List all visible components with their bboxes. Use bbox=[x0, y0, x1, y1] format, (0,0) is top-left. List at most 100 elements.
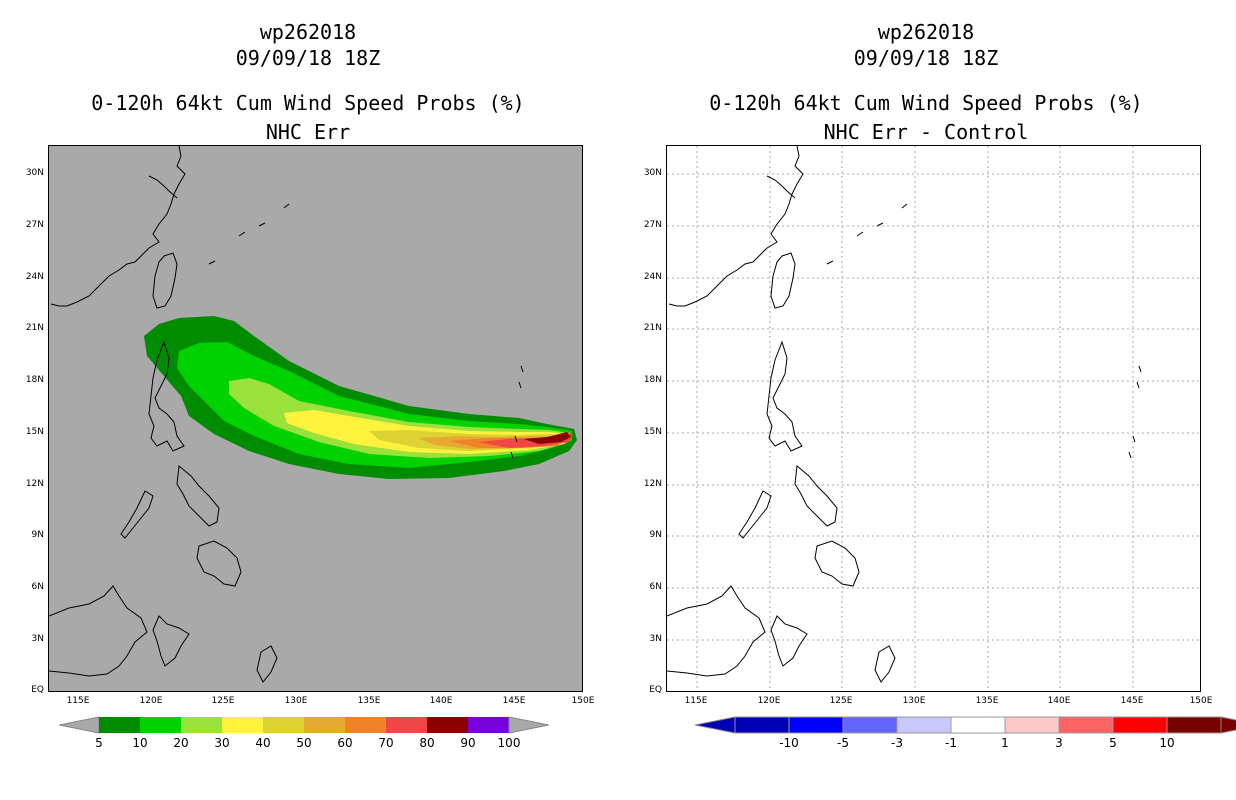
product-title: 0-120h 64kt Cum Wind Speed Probs (%) bbox=[709, 91, 1143, 115]
colorbar-swatch bbox=[896, 716, 952, 734]
lat-label: 15N bbox=[25, 427, 44, 437]
lat-label: 18N bbox=[643, 375, 662, 385]
colorbar-label: -10 bbox=[779, 736, 799, 750]
lat-label: 24N bbox=[643, 272, 662, 282]
lon-label: 140E bbox=[1047, 696, 1071, 706]
wind-probability-swath bbox=[144, 316, 577, 479]
colorbar-label: 5 bbox=[95, 736, 103, 750]
map-svg bbox=[667, 146, 1200, 691]
lon-label: 125E bbox=[829, 696, 853, 706]
lat-label: 27N bbox=[25, 220, 44, 230]
probability-map bbox=[48, 145, 583, 692]
map-svg bbox=[49, 146, 577, 683]
borneo bbox=[667, 585, 766, 677]
lon-label: 150E bbox=[571, 696, 595, 706]
lon-label: 145E bbox=[1120, 696, 1144, 706]
colorbar-swatch bbox=[1004, 716, 1060, 734]
colorbar-low-arrow bbox=[59, 716, 100, 734]
mariana-islands bbox=[510, 365, 524, 459]
colorbar-swatch bbox=[734, 716, 790, 734]
visayas bbox=[794, 465, 838, 527]
mariana-islands bbox=[1128, 365, 1142, 459]
lat-label: EQ bbox=[649, 685, 662, 695]
colorbar-label: 30 bbox=[214, 736, 230, 750]
halmahera bbox=[256, 645, 278, 683]
colorbar-label: 100 bbox=[497, 736, 521, 750]
colorbar bbox=[695, 716, 1236, 734]
left-panel: wp262018 09/09/18 18Z 0-120h 64kt Cum Wi… bbox=[25, 20, 595, 750]
colorbar-swatch bbox=[263, 717, 304, 733]
colorbar-swatch bbox=[1112, 716, 1168, 734]
lat-label: 30N bbox=[643, 168, 662, 178]
ryukyu-islands bbox=[208, 203, 290, 265]
lon-label: 115E bbox=[66, 696, 90, 706]
lat-label: 18N bbox=[25, 375, 44, 385]
colorbar-low-arrow bbox=[695, 716, 736, 734]
colorbar-label: 3 bbox=[1055, 736, 1063, 750]
lon-label: 140E bbox=[429, 696, 453, 706]
lat-label: 6N bbox=[649, 582, 662, 592]
lat-label: 12N bbox=[643, 479, 662, 489]
colorbar-swatch bbox=[222, 717, 263, 733]
colorbar-swatch bbox=[1166, 716, 1222, 734]
datetime: 09/09/18 18Z bbox=[235, 46, 381, 70]
colorbar-swatch bbox=[304, 717, 345, 733]
mindanao bbox=[196, 540, 242, 587]
lat-label: 9N bbox=[649, 530, 662, 540]
lon-label: 130E bbox=[284, 696, 308, 706]
taiwan bbox=[770, 252, 796, 309]
visayas bbox=[176, 465, 220, 527]
colorbar-swatch bbox=[345, 717, 386, 733]
ryukyu-islands bbox=[826, 203, 908, 265]
colorbar-label: 70 bbox=[378, 736, 394, 750]
colorbar-label: 10 bbox=[132, 736, 148, 750]
colorbar-swatch bbox=[99, 717, 140, 733]
colorbar-swatch bbox=[842, 716, 898, 734]
colorbar-swatch bbox=[468, 717, 509, 733]
colorbar-label: 10 bbox=[1159, 736, 1175, 750]
storm-id: wp262018 bbox=[877, 20, 975, 44]
lon-label: 135E bbox=[975, 696, 999, 706]
colorbar-swatch bbox=[386, 717, 427, 733]
colorbar-swatch bbox=[427, 717, 468, 733]
lat-label: 9N bbox=[31, 530, 44, 540]
storm-id: wp262018 bbox=[259, 20, 357, 44]
colorbar-label: 80 bbox=[419, 736, 435, 750]
palawan bbox=[738, 490, 772, 539]
gridlines bbox=[667, 146, 1200, 691]
lat-label: 3N bbox=[649, 634, 662, 644]
lat-label: 3N bbox=[31, 634, 44, 644]
lon-label: 130E bbox=[902, 696, 926, 706]
colorbar-label: 40 bbox=[255, 736, 271, 750]
colorbar-swatch bbox=[181, 717, 222, 733]
halmahera bbox=[874, 645, 896, 683]
subtitle: NHC Err bbox=[265, 120, 351, 144]
colorbar-label: 5 bbox=[1109, 736, 1117, 750]
subtitle: NHC Err - Control bbox=[823, 120, 1029, 144]
difference-map bbox=[666, 145, 1201, 692]
lon-label: 120E bbox=[139, 696, 163, 706]
colorbar-swatch bbox=[140, 717, 181, 733]
lat-label: 12N bbox=[25, 479, 44, 489]
lat-label: 21N bbox=[643, 323, 662, 333]
lon-label: 125E bbox=[211, 696, 235, 706]
product-title: 0-120h 64kt Cum Wind Speed Probs (%) bbox=[91, 91, 525, 115]
coastlines bbox=[49, 146, 524, 683]
china-coast-2 bbox=[766, 175, 796, 199]
borneo bbox=[49, 585, 148, 677]
mindanao bbox=[814, 540, 860, 587]
colorbar-swatch bbox=[1058, 716, 1114, 734]
sulawesi bbox=[770, 615, 808, 667]
colorbar-label: 20 bbox=[173, 736, 189, 750]
colorbar bbox=[59, 716, 549, 734]
swath-80pct bbox=[524, 432, 571, 444]
right-panel: wp262018 09/09/18 18Z 0-120h 64kt Cum Wi… bbox=[618, 0, 1236, 800]
lat-label: 21N bbox=[25, 323, 44, 333]
palawan bbox=[120, 490, 154, 539]
lat-label: 15N bbox=[643, 427, 662, 437]
lon-label: 115E bbox=[684, 696, 708, 706]
lat-label: 27N bbox=[643, 220, 662, 230]
colorbar-swatch bbox=[788, 716, 844, 734]
coastlines bbox=[667, 146, 1142, 683]
colorbar-label: -3 bbox=[891, 736, 903, 750]
